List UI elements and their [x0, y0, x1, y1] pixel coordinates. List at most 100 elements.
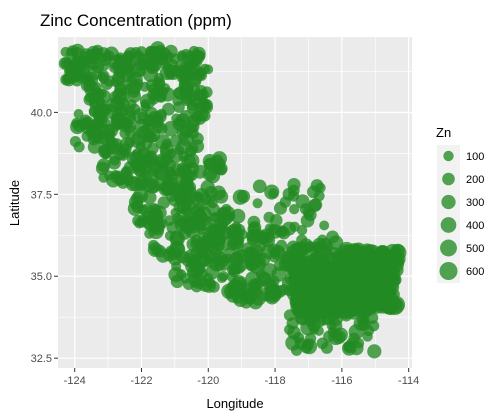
data-point: [207, 197, 218, 209]
legend-label: 600: [466, 266, 484, 278]
data-point: [107, 156, 121, 170]
data-point: [142, 59, 154, 71]
data-point: [73, 67, 85, 79]
data-point: [366, 311, 379, 324]
data-point: [233, 234, 245, 246]
y-axis-title: Latitude: [7, 180, 22, 226]
data-point: [289, 203, 300, 215]
data-point: [139, 81, 150, 92]
data-point: [159, 180, 176, 196]
data-point: [100, 117, 111, 129]
data-point: [148, 181, 161, 194]
data-point: [114, 90, 129, 105]
data-point: [69, 135, 81, 148]
data-point: [298, 245, 309, 257]
x-tick-label: -124: [64, 375, 86, 387]
data-point: [166, 221, 179, 234]
data-point: [162, 50, 174, 63]
x-tick-label: -120: [197, 375, 219, 387]
legend-entries: 100 200 300 400 500 600: [437, 145, 484, 283]
data-point: [357, 317, 368, 329]
legend-title: Zn: [436, 125, 451, 140]
data-point: [144, 114, 156, 126]
data-point: [212, 154, 224, 166]
data-point: [186, 101, 199, 115]
data-point: [153, 244, 167, 258]
data-point: [193, 164, 207, 179]
data-point: [103, 75, 116, 87]
data-point: [236, 189, 251, 204]
y-tick-label: 32.5: [31, 353, 52, 365]
data-point: [114, 170, 125, 182]
x-tick-label: -118: [264, 375, 285, 387]
data-point: [357, 248, 370, 260]
data-point: [154, 153, 171, 170]
y-tick-label: 40.0: [31, 107, 52, 119]
data-point: [214, 189, 229, 204]
data-point: [320, 341, 333, 354]
data-point: [312, 257, 328, 273]
data-point: [179, 110, 193, 124]
data-point: [87, 121, 103, 137]
data-point: [250, 289, 267, 306]
data-point: [128, 195, 144, 210]
data-point: [229, 259, 242, 272]
data-point: [343, 341, 356, 354]
data-point: [113, 117, 126, 130]
data-point: [347, 276, 360, 288]
data-point: [218, 271, 229, 282]
data-point: [237, 285, 249, 296]
data-point: [367, 344, 382, 359]
data-point: [290, 268, 307, 285]
data-point: [343, 297, 356, 310]
legend-point: [440, 239, 457, 257]
data-point: [267, 224, 279, 236]
data-point: [153, 110, 167, 124]
x-tick-label: -114: [398, 375, 419, 387]
data-point: [144, 228, 155, 239]
data-point: [171, 113, 182, 124]
data-point: [98, 172, 109, 183]
data-point: [188, 128, 199, 139]
legend-label: 100: [466, 151, 484, 163]
data-point: [194, 241, 209, 256]
data-point: [196, 206, 212, 222]
data-point: [339, 307, 352, 320]
x-axis-title: Longitude: [206, 396, 263, 411]
data-point: [208, 232, 220, 244]
data-point: [100, 149, 111, 160]
data-point: [353, 337, 365, 349]
data-point: [131, 130, 147, 146]
data-point: [315, 182, 326, 194]
data-point: [66, 45, 79, 57]
data-point: [128, 176, 144, 192]
data-point: [343, 245, 358, 261]
data-point: [172, 167, 188, 183]
data-point: [252, 179, 267, 194]
data-point: [342, 258, 359, 275]
data-point: [159, 142, 174, 157]
legend-label: 400: [466, 220, 484, 232]
data-point: [96, 158, 111, 173]
data-point: [176, 269, 187, 280]
y-tick-label: 35.0: [31, 271, 52, 283]
data-point: [116, 148, 130, 161]
data-point: [193, 191, 204, 202]
data-point: [73, 109, 84, 119]
data-point: [300, 341, 313, 354]
data-point: [263, 211, 275, 223]
data-point: [268, 284, 280, 296]
x-axis-ticks: -124 -122 -120 -118 -116 -114: [64, 368, 419, 387]
data-point: [139, 93, 156, 110]
data-point: [149, 219, 160, 230]
data-point: [239, 295, 253, 309]
data-point: [185, 261, 197, 273]
chart-title: Zinc Concentration (ppm): [40, 11, 232, 30]
data-point: [155, 44, 166, 55]
data-point: [72, 59, 83, 70]
legend-point: [443, 150, 454, 162]
data-point: [174, 191, 187, 204]
data-point: [155, 91, 167, 103]
data-point: [131, 160, 143, 173]
data-point: [188, 45, 200, 57]
